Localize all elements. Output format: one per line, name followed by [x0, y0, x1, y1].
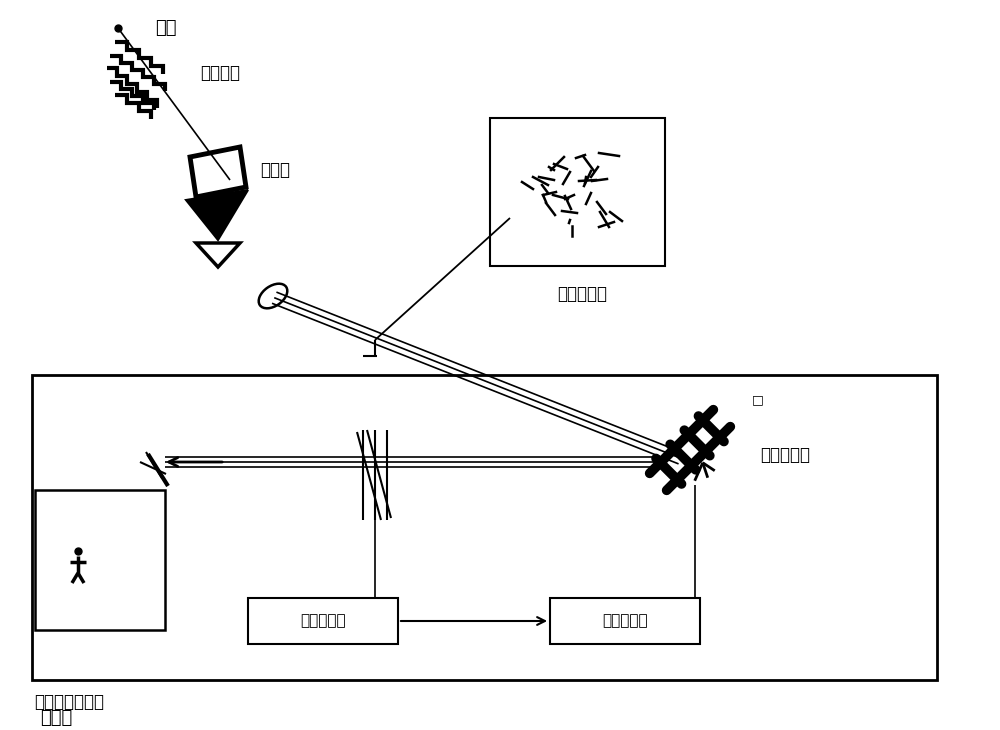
Bar [490, 118, 665, 266]
Bar [550, 598, 700, 644]
Bar [248, 598, 398, 644]
Text: □: □ [752, 393, 764, 407]
Text: 自适应光学系统: 自适应光学系统 [34, 693, 104, 711]
Text: 波前校正器: 波前校正器 [760, 446, 810, 464]
Text: 大气湍流: 大气湍流 [200, 64, 240, 82]
Polygon shape [186, 190, 248, 240]
Text: 未校正图像: 未校正图像 [557, 285, 607, 303]
Text: 目标: 目标 [155, 19, 176, 37]
Text: 波前控制器: 波前控制器 [300, 613, 346, 629]
Bar [35, 490, 165, 630]
Bar [32, 375, 937, 680]
Text: 望远镜: 望远镜 [260, 161, 290, 179]
Text: 波前控制器: 波前控制器 [602, 613, 648, 629]
Text: 校正像: 校正像 [40, 709, 72, 727]
